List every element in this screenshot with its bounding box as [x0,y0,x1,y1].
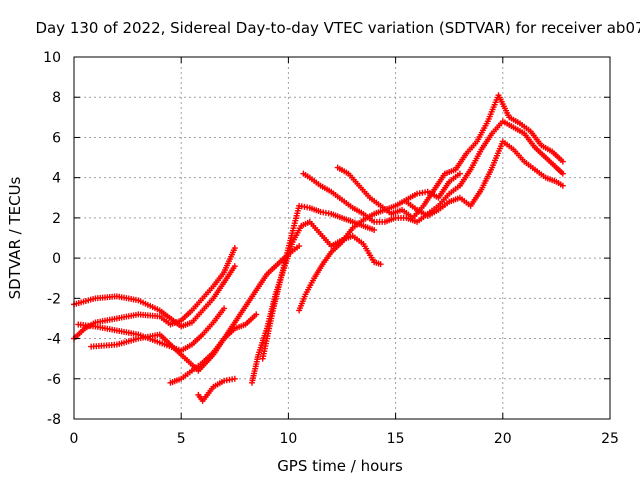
data-points [71,92,566,404]
x-axis-label: GPS time / hours [277,457,403,475]
x-tick-label: 0 [70,431,79,447]
data-series [334,92,566,221]
x-tick-label: 10 [279,431,297,447]
y-tick-label: 4 [52,171,61,187]
y-tick-label: -8 [47,412,61,428]
data-point [371,226,378,233]
y-tick-label: -6 [47,372,61,388]
data-point [559,158,566,165]
y-tick-label: 0 [52,251,61,267]
data-point [221,305,228,312]
x-tick-label: 15 [387,431,405,447]
data-point [377,261,384,268]
plot-frame [73,56,611,420]
data-series [296,170,463,314]
data-point [296,243,303,250]
data-point [253,311,260,318]
y-tick-label: 2 [52,211,61,227]
y-tick-label: 8 [52,90,61,106]
data-series [167,243,303,386]
data-point [231,245,238,252]
y-tick-label: -4 [47,332,61,348]
data-series [403,138,566,219]
data-point [559,170,566,177]
axis-ticks: 0 5 10 15 20 25 -8 -6 -4 -2 0 2 4 6 8 10 [43,50,619,447]
data-point [559,182,566,189]
data-series [248,218,384,386]
data-point [231,375,238,382]
x-tick-label: 25 [601,431,619,447]
y-axis-label: SDTVAR / TECUs [6,176,24,299]
data-series [195,375,238,404]
y-tick-label: -2 [47,291,61,307]
data-point [456,170,463,177]
chart-title: Day 130 of 2022, Sidereal Day-to-day VTE… [35,19,640,37]
x-tick-label: 20 [494,431,512,447]
x-tick-label: 5 [177,431,186,447]
y-tick-label: 10 [43,50,61,66]
data-series [259,202,378,362]
y-tick-label: 6 [52,130,61,146]
data-point [231,263,238,270]
grid [74,57,610,419]
